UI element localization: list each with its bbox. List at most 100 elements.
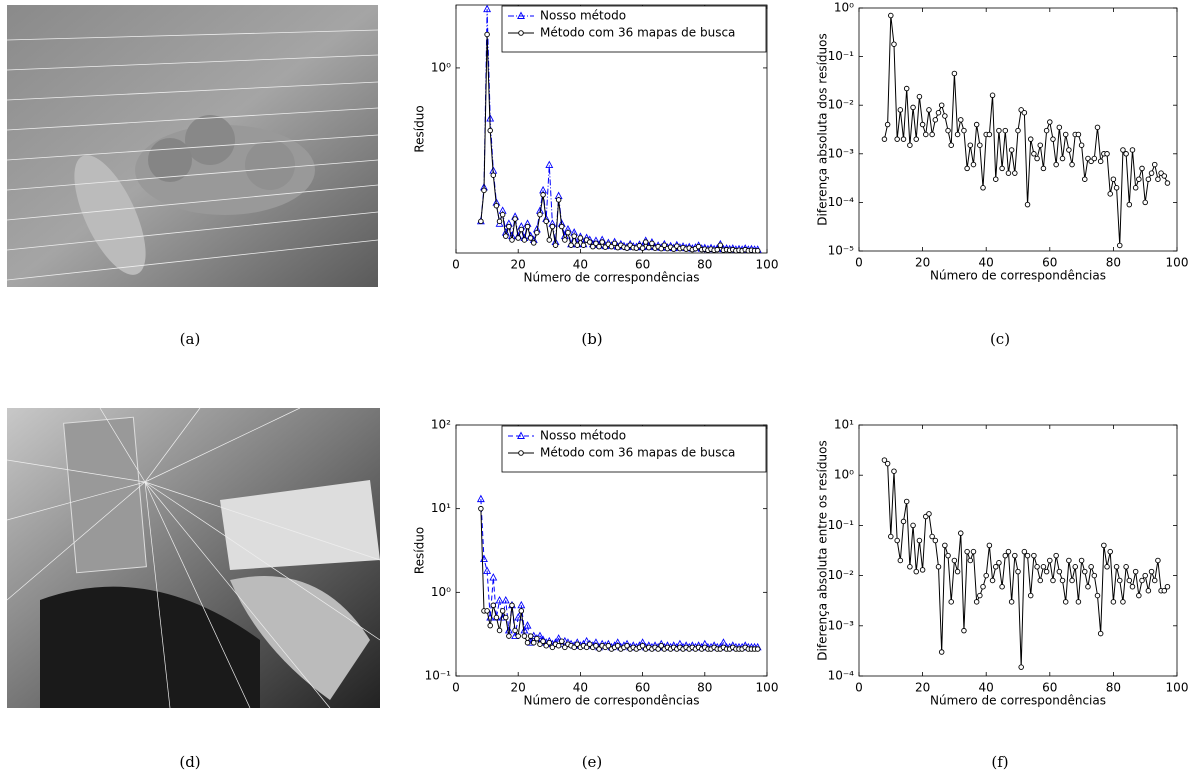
marker	[485, 609, 490, 614]
marker	[901, 519, 906, 524]
marker	[1127, 202, 1132, 207]
marker	[1028, 137, 1033, 142]
marker	[949, 600, 954, 605]
marker	[597, 244, 602, 249]
marker	[1133, 569, 1138, 574]
x-tick-label: 0	[855, 256, 863, 270]
marker	[479, 506, 484, 511]
marker	[933, 538, 938, 543]
marker	[981, 185, 986, 190]
y-tick-label: 10²	[431, 418, 451, 432]
marker	[1111, 600, 1116, 605]
marker	[1025, 202, 1030, 207]
y-tick-label: 10⁻⁴	[828, 669, 855, 683]
marker	[1013, 553, 1018, 558]
marker	[908, 143, 913, 148]
marker	[1003, 553, 1008, 558]
marker	[1060, 156, 1065, 161]
x-tick-label: 20	[511, 258, 526, 272]
marker	[643, 240, 648, 245]
marker	[1137, 593, 1142, 598]
marker	[1082, 569, 1087, 574]
x-tick-label: 60	[1042, 681, 1057, 695]
marker	[1006, 549, 1011, 554]
y-axis-label: Resíduo	[413, 105, 427, 152]
marker	[1063, 600, 1068, 605]
marker	[943, 114, 948, 119]
marker	[968, 558, 973, 563]
marker	[1124, 152, 1129, 157]
photo-d	[7, 408, 380, 708]
x-tick-label: 80	[697, 258, 712, 272]
x-axis-label: Número de correspondências	[930, 694, 1106, 708]
marker	[1019, 665, 1024, 670]
marker	[1038, 143, 1043, 148]
marker	[987, 132, 992, 137]
marker	[566, 230, 571, 235]
marker	[1162, 588, 1167, 593]
marker	[519, 31, 524, 36]
marker	[718, 243, 723, 248]
marker	[715, 247, 720, 252]
x-tick-label: 80	[1106, 256, 1121, 270]
marker	[997, 128, 1002, 133]
marker	[513, 628, 518, 633]
marker	[997, 560, 1002, 565]
y-axis-label: Diferença absoluta entre os resíduos	[816, 440, 830, 660]
marker	[500, 609, 505, 614]
marker	[1098, 631, 1103, 636]
marker	[522, 238, 527, 243]
marker	[889, 13, 894, 18]
marker	[1146, 588, 1151, 593]
marker	[1137, 177, 1142, 182]
marker	[497, 628, 502, 633]
marker	[491, 173, 496, 178]
marker	[978, 143, 983, 148]
chart: 02040608010010⁻⁴10⁻³10⁻²10⁻¹10⁰10¹Número…	[816, 418, 1189, 708]
marker	[978, 593, 983, 598]
marker	[1032, 152, 1037, 157]
marker	[914, 569, 919, 574]
marker	[1152, 578, 1157, 583]
marker	[927, 512, 932, 517]
marker	[1006, 171, 1011, 176]
marker	[556, 198, 561, 203]
marker	[962, 628, 967, 633]
legend: Nosso métodoMétodo com 36 mapas de busca	[502, 426, 766, 472]
marker	[1057, 125, 1062, 130]
y-tick-label: 10⁻⁵	[828, 244, 855, 258]
marker	[917, 538, 922, 543]
marker	[1095, 125, 1100, 130]
y-tick-label: 10⁻²	[828, 568, 855, 582]
marker	[987, 543, 992, 548]
marker	[946, 128, 951, 133]
y-tick-label: 10⁻⁴	[828, 195, 855, 209]
x-tick-label: 0	[452, 258, 460, 272]
marker	[575, 243, 580, 248]
marker	[647, 245, 652, 250]
marker	[1086, 584, 1091, 589]
marker	[1073, 564, 1078, 569]
marker	[513, 217, 518, 222]
marker	[519, 451, 524, 456]
marker	[1127, 578, 1132, 583]
marker	[1076, 132, 1081, 137]
marker	[965, 166, 970, 171]
marker	[955, 132, 960, 137]
marker	[1048, 120, 1053, 125]
marker	[538, 212, 543, 217]
x-tick-label: 100	[1166, 681, 1189, 695]
marker	[485, 32, 490, 37]
marker	[1082, 177, 1087, 182]
legend-label: Nosso método	[540, 9, 626, 23]
marker	[904, 86, 909, 91]
marker	[1117, 578, 1122, 583]
marker	[885, 122, 890, 127]
marker	[927, 108, 932, 113]
marker	[491, 603, 496, 608]
y-tick-label: 10⁰	[431, 585, 451, 599]
marker	[541, 193, 546, 198]
marker	[1133, 185, 1138, 190]
marker	[650, 241, 655, 246]
marker	[1041, 166, 1046, 171]
